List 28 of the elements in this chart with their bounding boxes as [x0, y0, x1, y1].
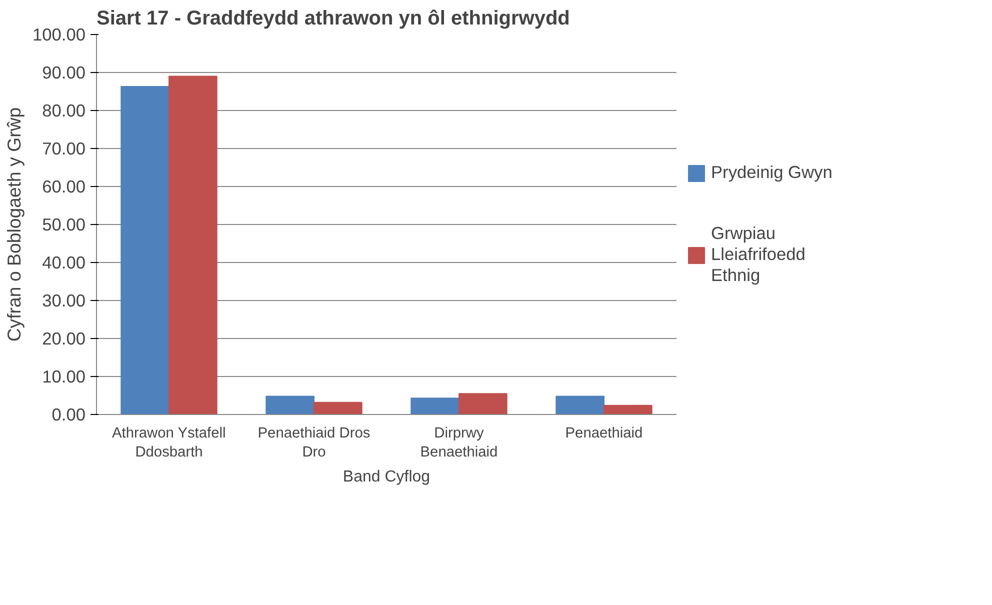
y-tick-label: 60.00 [42, 176, 86, 196]
bar [266, 396, 314, 414]
x-tick-label: Athrawon Ystafell Ddosbarth [112, 426, 226, 461]
y-tick-label: 80.00 [42, 100, 86, 120]
y-axis-title: Cyfran o Boblogaeth y Grŵp [4, 107, 24, 342]
bar [168, 76, 218, 414]
x-tick-label: Penaethiaid [565, 426, 643, 442]
y-tick-label: 100.00 [32, 24, 86, 44]
y-tick-label: 40.00 [42, 252, 86, 272]
bar [410, 398, 460, 414]
legend-label: Prydeinig Gwyn [711, 162, 832, 183]
chart-title: Siart 17 - Graddfeydd athrawon yn ôl ethnigrwydd [96, 8, 570, 30]
y-tick-label: 10.00 [42, 366, 86, 386]
y-tick-label: 70.00 [42, 138, 86, 158]
x-tick-label: Penaethiaid Dros Dro [258, 426, 370, 461]
y-tick-label: 30.00 [42, 290, 86, 310]
y-tick-label: 20.00 [42, 328, 86, 348]
x-tick-label: Dirprwy Benaethiaid [420, 426, 498, 461]
x-axis-title: Band Cyflog [342, 468, 430, 486]
bar [556, 396, 604, 414]
bar [314, 402, 362, 414]
y-tick-label: 50.00 [42, 214, 86, 234]
bar [120, 86, 170, 414]
legend-label: Grwpiau Lleiafrifoedd Ethnig [711, 223, 806, 286]
y-tick-label: 0.00 [52, 404, 86, 424]
bar [458, 393, 508, 414]
bar [604, 404, 652, 414]
y-tick-label: 90.00 [42, 62, 86, 82]
